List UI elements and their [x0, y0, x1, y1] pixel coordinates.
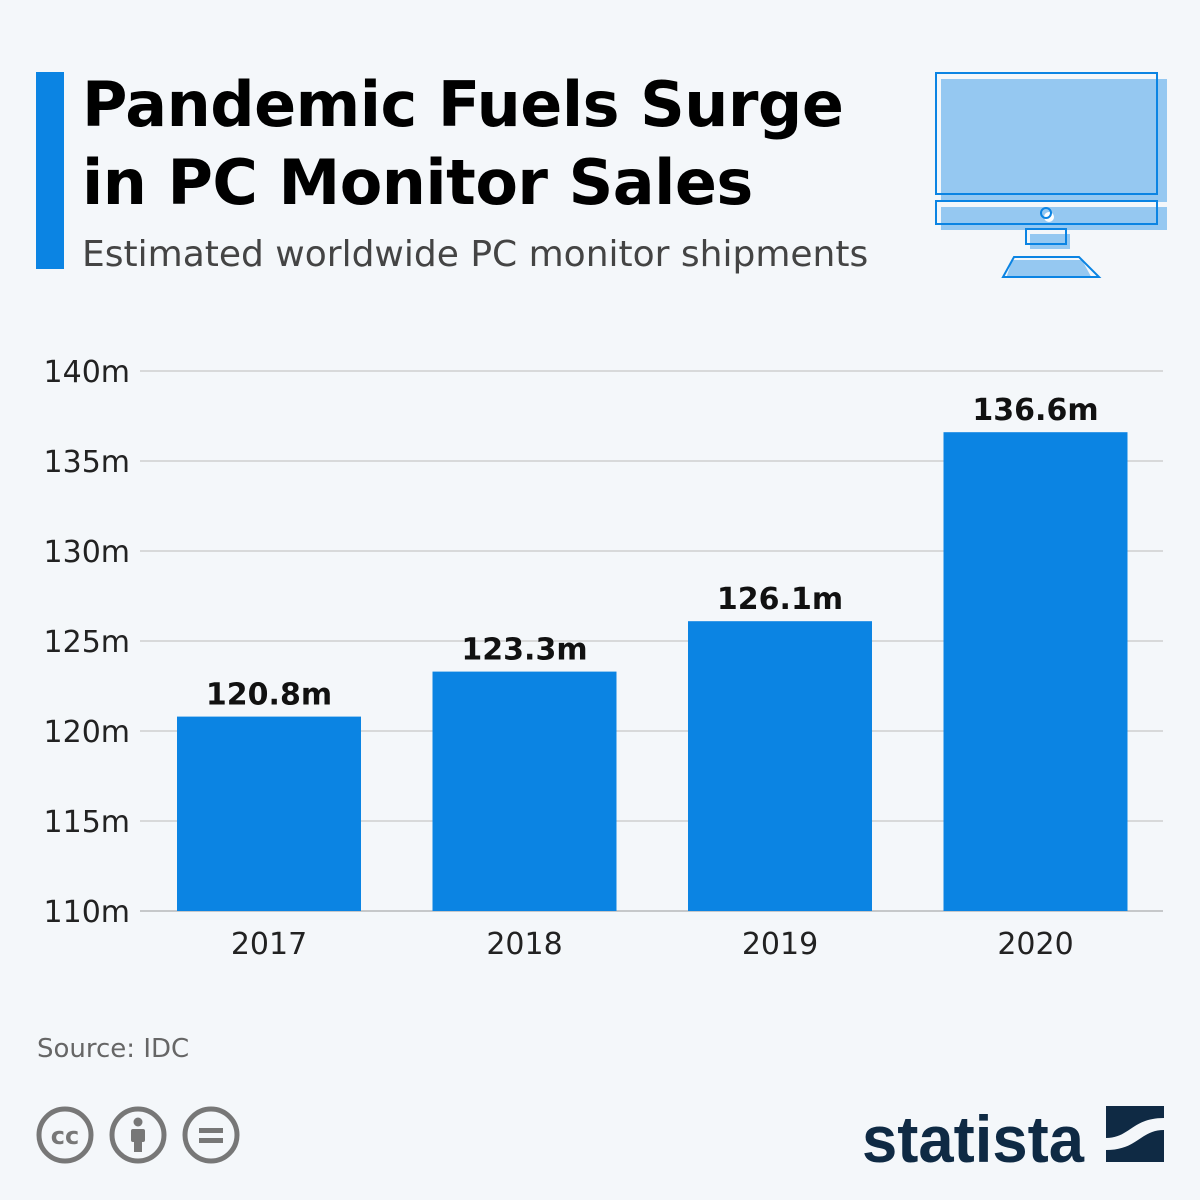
- y-tick-label: 140m: [44, 355, 130, 390]
- y-tick-label: 115m: [44, 805, 130, 840]
- no-derivatives-icon[interactable]: [182, 1106, 240, 1164]
- y-tick-label: 135m: [44, 445, 130, 480]
- y-tick-label: 120m: [44, 715, 130, 750]
- bar-2019: [688, 621, 872, 911]
- svg-text:statista: statista: [862, 1102, 1085, 1170]
- data-label: 123.3m: [461, 633, 587, 668]
- data-label: 126.1m: [717, 582, 843, 617]
- page-title: Pandemic Fuels Surge in PC Monitor Sales: [82, 66, 844, 222]
- title-line-2: in PC Monitor Sales: [82, 146, 753, 219]
- source-note: Source: IDC: [37, 1034, 190, 1064]
- title-line-1: Pandemic Fuels Surge: [82, 68, 844, 141]
- x-tick-label: 2020: [997, 927, 1073, 962]
- title-accent-bar: [36, 72, 64, 269]
- cc-icon[interactable]: cc: [36, 1106, 94, 1164]
- y-tick-label: 130m: [44, 535, 130, 570]
- license-icons: cc: [36, 1106, 240, 1164]
- bar-2018: [432, 671, 617, 911]
- statista-logo[interactable]: statista: [862, 1100, 1167, 1170]
- svg-text:cc: cc: [51, 1122, 79, 1150]
- data-label: 120.8m: [206, 678, 332, 713]
- x-tick-label: 2017: [231, 927, 307, 962]
- y-tick-label: 110m: [44, 895, 130, 930]
- attribution-icon[interactable]: [109, 1106, 167, 1164]
- y-tick-label: 125m: [44, 625, 130, 660]
- subtitle: Estimated worldwide PC monitor shipments: [82, 234, 869, 275]
- x-tick-label: 2019: [742, 927, 818, 962]
- data-label: 136.6m: [972, 393, 1098, 428]
- x-tick-label: 2018: [486, 927, 562, 962]
- bar-2017: [177, 716, 361, 911]
- bar-2020: [943, 432, 1128, 911]
- desktop-monitor-icon: [935, 72, 1167, 278]
